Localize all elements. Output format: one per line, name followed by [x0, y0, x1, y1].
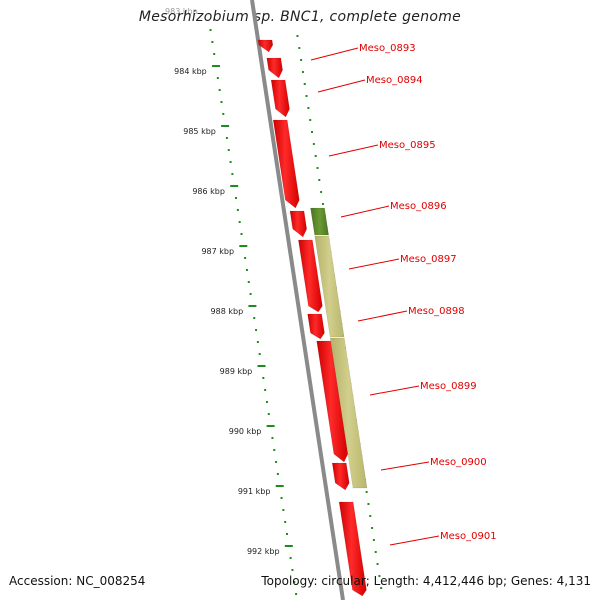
map-title: Mesorhizobium sp. BNC1, complete genome — [138, 9, 462, 25]
gene-label[interactable]: Meso_0900 — [430, 457, 487, 468]
gene-block[interactable] — [329, 337, 368, 489]
genome-backbone — [250, 0, 345, 600]
scale-label: 989 kbp — [220, 367, 253, 376]
gene-arrow[interactable] — [257, 39, 274, 53]
gene-label[interactable]: Meso_0894 — [366, 75, 423, 86]
gene-arrow[interactable] — [266, 57, 283, 79]
leader-line — [369, 385, 420, 396]
accession-text: Accession: NC_008254 — [9, 574, 146, 588]
gene-arrow[interactable] — [338, 501, 367, 597]
gene-arrow[interactable] — [272, 119, 300, 209]
leader-line — [357, 310, 408, 322]
leader-line — [380, 461, 430, 471]
gene-label[interactable]: Meso_0895 — [379, 140, 436, 151]
leader-line — [389, 535, 440, 546]
gene-block[interactable] — [310, 207, 329, 236]
gene-label[interactable]: Meso_0899 — [420, 381, 477, 392]
scale-label: 990 kbp — [229, 427, 262, 436]
leader-line — [348, 258, 400, 270]
leader-line — [340, 205, 390, 218]
gene-features[interactable] — [257, 39, 368, 597]
gene-label[interactable]: Meso_0893 — [359, 43, 416, 54]
scale-label: 985 kbp — [183, 127, 216, 136]
gene-arrow[interactable] — [298, 239, 323, 313]
gene-arrow[interactable] — [270, 79, 290, 118]
scale-label: 984 kbp — [174, 67, 207, 76]
label-leaders — [310, 47, 440, 546]
gene-block[interactable] — [314, 235, 345, 338]
scale-label: 987 kbp — [201, 247, 234, 256]
gene-label[interactable]: Meso_0898 — [408, 306, 465, 317]
genome-stats: Topology: circular; Length: 4,412,446 bp… — [261, 574, 591, 588]
leader-line — [310, 47, 359, 61]
gene-arrow[interactable] — [316, 340, 349, 463]
scale-ticks-left — [209, 29, 298, 595]
gene-arrow[interactable] — [307, 313, 325, 340]
gene-label[interactable]: Meso_0896 — [390, 201, 447, 212]
gene-label[interactable]: Meso_0901 — [440, 531, 497, 542]
scale-label: 992 kbp — [247, 547, 280, 556]
gene-arrow[interactable] — [289, 210, 307, 238]
scale-labels: 983 kbp 984 kbp 985 kbp 986 kbp 987 kbp 988 k… — [165, 7, 280, 556]
scale-label: 991 kbp — [238, 487, 271, 496]
leader-line — [328, 144, 379, 157]
scale-label: 986 kbp — [192, 187, 225, 196]
gene-labels: Meso_0893 Meso_0894 Meso_0895 Meso_0896 Meso… — [359, 43, 497, 542]
gene-arrow[interactable] — [331, 462, 350, 491]
scale-label: 983 kbp — [165, 7, 198, 16]
leader-line — [317, 79, 366, 93]
scale-label: 988 kbp — [211, 307, 244, 316]
gene-label[interactable]: Meso_0897 — [400, 254, 457, 265]
